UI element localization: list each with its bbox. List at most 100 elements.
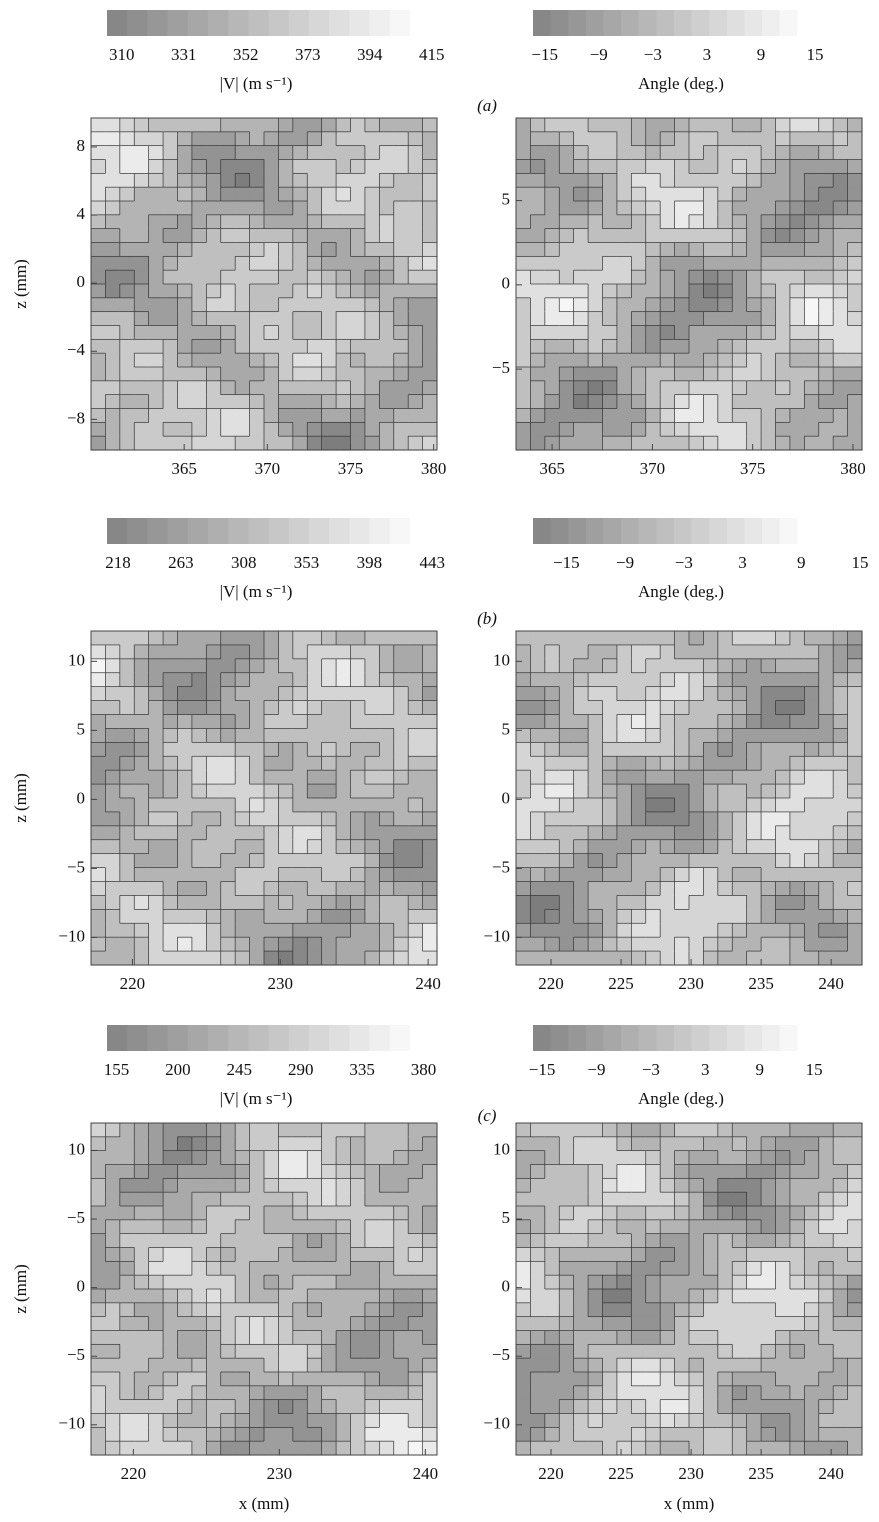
field-cell — [422, 201, 438, 216]
field-cell — [364, 714, 380, 730]
field-cell — [119, 145, 135, 161]
field-cell — [588, 256, 604, 271]
field-cell — [717, 422, 733, 437]
field-cell — [746, 173, 762, 188]
field-cell — [544, 839, 560, 855]
field-cell — [674, 339, 690, 354]
field-cell — [761, 937, 777, 952]
field-cell — [775, 422, 791, 437]
field-cell — [573, 145, 589, 161]
field-cell — [220, 644, 236, 660]
field-cell — [177, 380, 193, 396]
field-cell — [674, 256, 690, 271]
field-cell — [264, 867, 280, 883]
field-cell — [516, 839, 532, 855]
field-cell — [321, 867, 337, 883]
field-cell — [393, 881, 409, 897]
field-cell — [264, 770, 280, 785]
field-cell — [833, 353, 849, 368]
field-cell — [422, 270, 438, 285]
field-cell — [177, 825, 193, 841]
field-cell — [559, 325, 575, 340]
field-cell — [408, 686, 424, 702]
field-cell — [364, 937, 380, 952]
field-cell — [163, 825, 179, 841]
field-cell — [645, 686, 661, 702]
field-cell — [789, 311, 805, 327]
field-cell — [516, 173, 532, 188]
field-cell — [292, 256, 308, 271]
field-cell — [573, 353, 589, 368]
field-cell — [292, 325, 308, 340]
field-cell — [191, 811, 207, 827]
field-cell — [746, 658, 762, 674]
field-cell — [393, 839, 409, 855]
field-cell — [516, 770, 532, 785]
field-cell — [148, 825, 164, 841]
field-cell — [321, 700, 337, 716]
field-cell — [134, 173, 150, 188]
field-cell — [530, 408, 546, 423]
field-cell — [804, 201, 820, 216]
field-cell — [220, 937, 236, 952]
field-cell — [674, 742, 690, 757]
field-cell — [674, 686, 690, 702]
field-cell — [530, 644, 546, 660]
field-cell — [775, 770, 791, 785]
field-cell — [789, 201, 805, 216]
field-cell — [264, 825, 280, 841]
field-cell — [336, 728, 352, 743]
field-cell — [674, 242, 690, 257]
field-cell — [689, 270, 705, 285]
field-cell — [307, 297, 323, 313]
field-cell — [789, 173, 805, 188]
colorbar-step — [568, 10, 587, 36]
field-cell — [191, 380, 207, 396]
field-cell — [422, 756, 438, 771]
field-cell — [393, 159, 409, 174]
field-cell — [177, 728, 193, 743]
field-cell — [689, 881, 705, 897]
field-cell — [264, 839, 280, 855]
field-cell — [119, 311, 135, 327]
field-cell — [530, 770, 546, 785]
field-cell — [717, 951, 733, 966]
field-cell — [804, 811, 820, 827]
field-cell — [105, 923, 121, 938]
field-cell — [119, 339, 135, 354]
field-cell — [516, 325, 532, 340]
field-cell — [573, 408, 589, 423]
field-cell — [177, 714, 193, 730]
field-cell — [379, 256, 395, 271]
field-cell — [235, 394, 251, 410]
field-cell — [379, 937, 395, 952]
field-cell — [588, 714, 604, 730]
field-cell — [206, 367, 222, 382]
field-cell — [847, 297, 863, 313]
field-cell — [818, 380, 834, 396]
field-cell — [105, 214, 121, 230]
field-cell — [818, 714, 834, 730]
field-cell — [573, 339, 589, 354]
field-cell — [307, 756, 323, 771]
field-cell — [544, 284, 560, 299]
field-cell — [544, 325, 560, 340]
field-cell — [746, 270, 762, 285]
field-cell — [292, 853, 308, 869]
field-cell — [660, 825, 676, 841]
colorbar-tick-label: 218 — [105, 553, 131, 572]
field-cell — [148, 367, 164, 382]
field-cell — [674, 798, 690, 813]
field-cell — [717, 353, 733, 368]
field-cell — [91, 201, 107, 216]
field-cell — [573, 867, 589, 883]
field-cell — [134, 256, 150, 271]
field-cell — [602, 923, 618, 938]
field-cell — [336, 895, 352, 910]
field-cell — [703, 242, 719, 257]
field-cell — [516, 867, 532, 883]
field-cell — [789, 784, 805, 799]
field-cell — [573, 909, 589, 924]
field-cell — [761, 436, 777, 451]
field-cell — [732, 145, 748, 161]
